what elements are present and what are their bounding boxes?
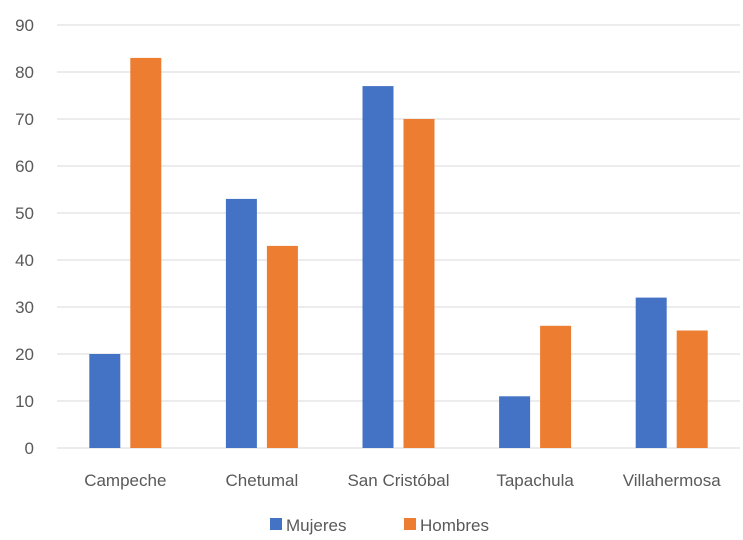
y-tick-label: 0 — [25, 439, 34, 458]
bar-mujeres-4 — [635, 297, 667, 448]
y-tick-label: 50 — [15, 204, 34, 223]
y-tick-label: 80 — [15, 63, 34, 82]
y-tick-label: 10 — [15, 392, 34, 411]
bar-hombres-2 — [403, 119, 435, 448]
y-tick-label: 70 — [15, 110, 34, 129]
legend-swatch-mujeres — [270, 518, 282, 530]
legend-label-hombres: Hombres — [420, 516, 489, 535]
y-axis-ticks: 0 10 20 30 40 50 60 70 80 90 — [15, 16, 34, 458]
legend-swatch-hombres — [404, 518, 416, 530]
bar-mujeres-3 — [499, 396, 531, 448]
bar-mujeres-2 — [362, 86, 394, 448]
x-tick-label: San Cristóbal — [347, 471, 449, 490]
x-tick-label: Villahermosa — [623, 471, 722, 490]
y-tick-label: 30 — [15, 298, 34, 317]
bars — [89, 57, 708, 449]
bar-hombres-3 — [540, 325, 572, 448]
y-tick-label: 20 — [15, 345, 34, 364]
legend-label-mujeres: Mujeres — [286, 516, 346, 535]
bar-hombres-1 — [266, 245, 298, 448]
y-tick-label: 90 — [15, 16, 34, 35]
y-tick-label: 40 — [15, 251, 34, 270]
gridlines — [57, 24, 740, 449]
bar-hombres-0 — [130, 57, 162, 449]
y-tick-label: 60 — [15, 157, 34, 176]
x-tick-label: Campeche — [84, 471, 166, 490]
legend: Mujeres Hombres — [270, 516, 489, 535]
x-tick-label: Chetumal — [226, 471, 299, 490]
x-tick-label: Tapachula — [496, 471, 574, 490]
bar-mujeres-1 — [225, 198, 257, 448]
bar-hombres-4 — [676, 330, 708, 448]
x-axis-ticks: Campeche Chetumal San Cristóbal Tapachula Vi… — [84, 471, 721, 490]
bar-mujeres-0 — [89, 354, 121, 448]
